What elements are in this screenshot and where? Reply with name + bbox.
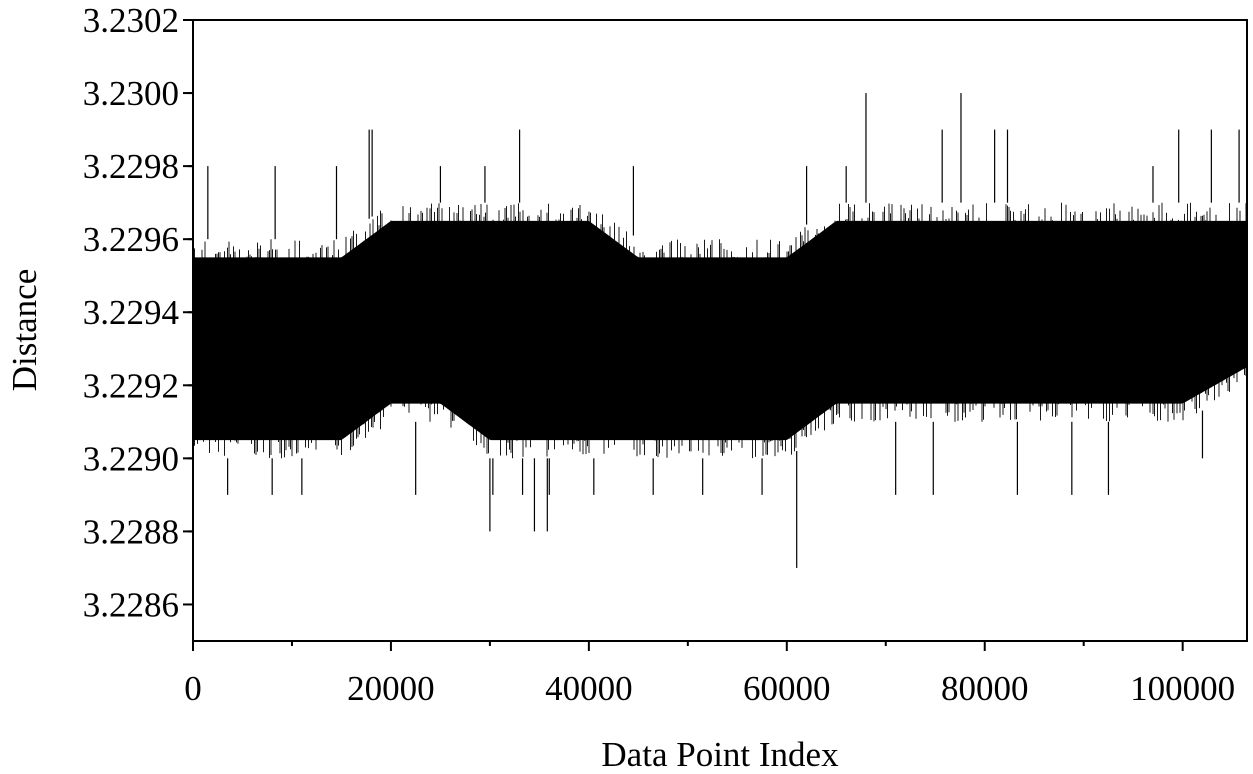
y-tick-label: 3.2294 — [83, 293, 179, 332]
x-tick-label: 100000 — [1130, 669, 1235, 708]
x-tick-label: 60000 — [743, 669, 831, 708]
axes — [183, 19, 1248, 651]
x-axis-title: Data Point Index — [601, 735, 839, 774]
series-oscillation — [192, 202, 1247, 459]
y-tick-label: 3.2296 — [83, 220, 179, 259]
y-tick-label: 3.2298 — [83, 147, 179, 186]
y-tick-label: 3.2300 — [83, 74, 179, 113]
tick-labels: 3.2286 3.2288 3.2290 3.2292 3.2294 3.2296 3.22… — [83, 1, 1235, 708]
y-tick-label: 3.2286 — [83, 585, 179, 624]
y-tick-label: 3.2302 — [83, 1, 179, 40]
x-tick-label: 80000 — [941, 669, 1029, 708]
plot-frame — [192, 19, 1248, 642]
y-tick-label: 3.2292 — [83, 366, 179, 405]
y-axis-title: Distance — [5, 269, 44, 391]
y-tick-label: 3.2288 — [83, 512, 179, 551]
data-series — [192, 93, 1247, 568]
x-tick-label: 20000 — [347, 669, 435, 708]
x-tick-label: 0 — [184, 669, 202, 708]
x-tick-label: 40000 — [545, 669, 633, 708]
y-tick-label: 3.2290 — [83, 439, 179, 478]
